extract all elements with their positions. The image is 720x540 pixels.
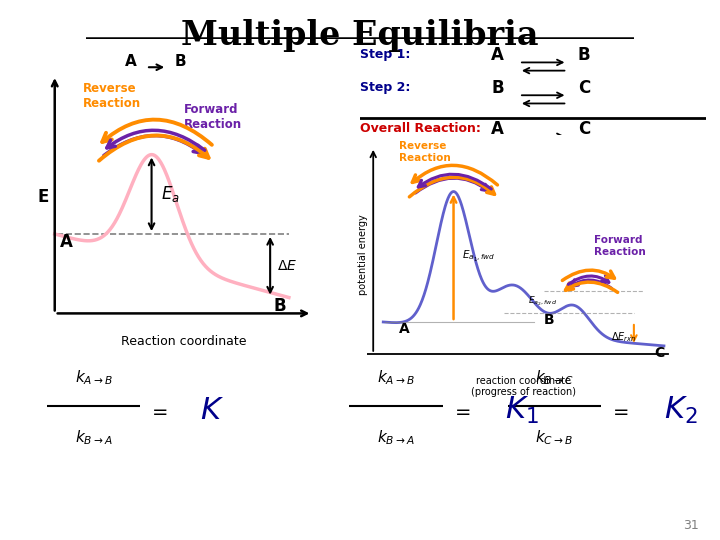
Text: reaction coordinate
(progress of reaction): reaction coordinate (progress of reactio… — [471, 376, 576, 397]
Text: B: B — [174, 55, 186, 70]
Text: A: A — [491, 120, 504, 138]
FancyArrowPatch shape — [104, 136, 202, 156]
FancyArrowPatch shape — [565, 282, 618, 292]
Text: Forward
Reaction: Forward Reaction — [594, 235, 646, 257]
Text: $k_{A\rightarrow B}$: $k_{A\rightarrow B}$ — [75, 369, 112, 387]
Text: Multiple Equilibria: Multiple Equilibria — [181, 19, 539, 52]
Text: $\Delta E$: $\Delta E$ — [277, 259, 297, 273]
Text: $k_{C\rightarrow B}$: $k_{C\rightarrow B}$ — [536, 428, 573, 447]
Text: Reverse
Reaction: Reverse Reaction — [83, 82, 141, 110]
Text: $k_{B\rightarrow A}$: $k_{B\rightarrow A}$ — [377, 428, 415, 447]
Text: A: A — [491, 46, 504, 64]
Text: $\Delta E_{rxn}$: $\Delta E_{rxn}$ — [611, 330, 636, 343]
Text: C: C — [577, 120, 590, 138]
FancyArrowPatch shape — [571, 280, 611, 288]
Text: Step 1:: Step 1: — [360, 48, 410, 61]
FancyArrowPatch shape — [107, 130, 204, 150]
Text: B: B — [491, 79, 504, 97]
Text: $\mathit{K}_2$: $\mathit{K}_2$ — [664, 395, 697, 426]
Text: E: E — [37, 188, 49, 206]
Text: $=$: $=$ — [148, 401, 168, 420]
Text: $=$: $=$ — [451, 401, 471, 420]
Text: potential energy: potential energy — [358, 214, 368, 295]
Text: $E_{a_2, fwd}$: $E_{a_2, fwd}$ — [528, 295, 557, 308]
Text: B: B — [577, 46, 590, 64]
Text: $\mathit{K}$: $\mathit{K}$ — [200, 396, 225, 425]
Text: $k_{B\rightarrow A}$: $k_{B\rightarrow A}$ — [75, 428, 112, 447]
Text: B: B — [544, 313, 554, 327]
Text: Reverse
Reaction: Reverse Reaction — [400, 141, 451, 163]
Text: Reaction coordinate: Reaction coordinate — [121, 335, 246, 348]
Text: $k_{A\rightarrow B}$: $k_{A\rightarrow B}$ — [377, 369, 415, 387]
Text: Forward
Reaction: Forward Reaction — [184, 103, 242, 131]
Text: $=$: $=$ — [609, 401, 629, 420]
FancyArrowPatch shape — [415, 178, 489, 193]
Text: B: B — [273, 297, 286, 315]
Text: $k_{B\rightarrow C}$: $k_{B\rightarrow C}$ — [535, 369, 574, 387]
FancyArrowPatch shape — [562, 270, 614, 280]
Text: Overall Reaction:: Overall Reaction: — [360, 122, 481, 135]
FancyArrowPatch shape — [102, 119, 212, 145]
Text: A: A — [400, 322, 410, 336]
Text: C: C — [577, 79, 590, 97]
Text: C: C — [654, 346, 664, 360]
Text: Step 2:: Step 2: — [360, 81, 410, 94]
Text: $\mathit{K}_1$: $\mathit{K}_1$ — [505, 395, 539, 426]
FancyArrowPatch shape — [418, 174, 491, 189]
Text: $E_a$: $E_a$ — [161, 184, 180, 204]
Text: $E_{a_1, fwd}$: $E_{a_1, fwd}$ — [462, 249, 495, 264]
Text: 31: 31 — [683, 519, 698, 532]
Text: A: A — [125, 55, 137, 70]
FancyArrowPatch shape — [410, 177, 495, 197]
FancyArrowPatch shape — [413, 165, 498, 185]
Text: A: A — [60, 233, 73, 251]
FancyArrowPatch shape — [568, 276, 609, 285]
FancyArrowPatch shape — [99, 136, 209, 161]
